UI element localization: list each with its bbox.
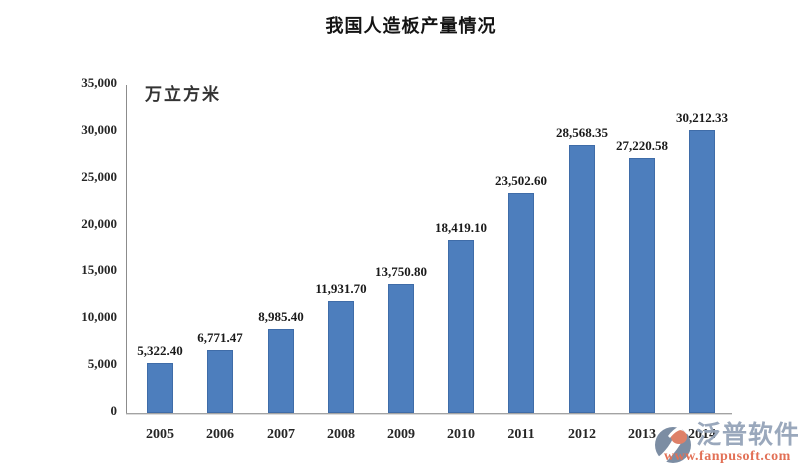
bar-value-label-2008: 11,931.70 bbox=[315, 281, 367, 296]
bar-2014 bbox=[689, 130, 715, 413]
bar-2008 bbox=[328, 301, 354, 413]
x-axis-tick-label-2005: 2005 bbox=[146, 427, 174, 442]
x-axis-tick-label-2009: 2009 bbox=[387, 427, 415, 442]
bar-2005 bbox=[147, 363, 173, 413]
x-axis-tick-label-2008: 2008 bbox=[327, 427, 355, 442]
y-axis-tick-label-10000: 10,000 bbox=[81, 309, 117, 324]
y-axis-tick-label-0: 0 bbox=[110, 403, 118, 418]
bar-value-label-2014: 30,212.33 bbox=[676, 110, 728, 125]
x-axis-tick-label-2014: 2014 bbox=[688, 427, 716, 442]
x-axis-tick-label-2010: 2010 bbox=[447, 427, 475, 442]
bar-2010 bbox=[448, 240, 474, 413]
bar-value-label-2006: 6,771.47 bbox=[197, 330, 243, 345]
y-axis-tick-label-20000: 20,000 bbox=[81, 216, 117, 231]
watermark-url-text: www.fanpusoft.com bbox=[664, 449, 791, 464]
bar-2012 bbox=[569, 145, 595, 413]
y-axis-tick-label-35000: 35,000 bbox=[81, 75, 117, 90]
x-axis-tick-label-2011: 2011 bbox=[507, 427, 535, 442]
bar-2011 bbox=[508, 193, 534, 413]
y-axis-tick-label-15000: 15,000 bbox=[81, 262, 117, 277]
bar-2013 bbox=[629, 158, 655, 413]
x-axis-tick-label-2013: 2013 bbox=[628, 427, 656, 442]
y-axis-line bbox=[126, 85, 127, 413]
x-axis-tick-label-2007: 2007 bbox=[267, 427, 295, 442]
bar-value-label-2005: 5,322.40 bbox=[137, 343, 183, 358]
bar-value-label-2007: 8,985.40 bbox=[258, 309, 304, 324]
y-axis-tick-label-5000: 5,000 bbox=[87, 356, 117, 371]
bar-2009 bbox=[388, 284, 414, 413]
bar-value-label-2011: 23,502.60 bbox=[495, 173, 547, 188]
x-axis-tick-label-2012: 2012 bbox=[568, 427, 596, 442]
watermark: 泛普软件 www.fanpusoft.com bbox=[652, 421, 798, 469]
bar-value-label-2013: 27,220.58 bbox=[616, 138, 668, 153]
x-axis-line bbox=[126, 413, 732, 415]
bar-value-label-2010: 18,419.10 bbox=[435, 220, 487, 235]
chart-title: 我国人造板产量情况 bbox=[325, 16, 497, 36]
watermark-brand-text: 泛普软件 bbox=[696, 421, 798, 449]
x-axis-tick-label-2006: 2006 bbox=[206, 427, 234, 442]
y-axis-tick-label-25000: 25,000 bbox=[81, 169, 117, 184]
y-axis-tick-label-30000: 30,000 bbox=[81, 122, 117, 137]
fanpu-logo-icon bbox=[654, 426, 691, 463]
bar-2006 bbox=[207, 350, 233, 413]
bar-value-label-2012: 28,568.35 bbox=[556, 125, 608, 140]
bar-value-label-2009: 13,750.80 bbox=[375, 264, 427, 279]
bar-2007 bbox=[268, 329, 294, 413]
y-axis-unit-label: 万立方米 bbox=[145, 85, 221, 104]
